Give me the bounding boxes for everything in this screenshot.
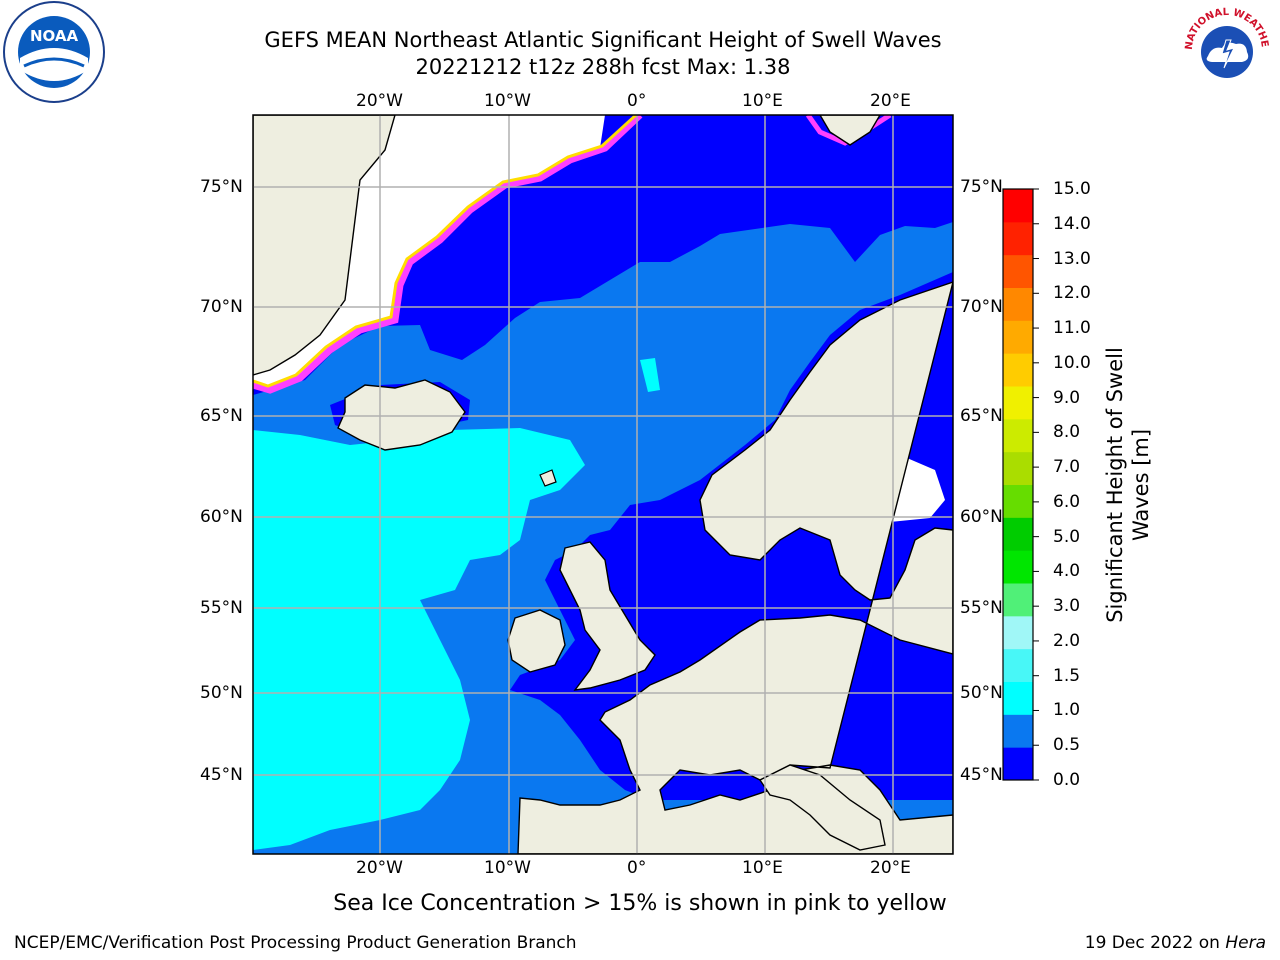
colorbar-segment xyxy=(1003,681,1033,715)
colorbar-label-line1: Significant Height of Swell xyxy=(1103,347,1127,623)
run-date-prefix: 19 Dec 2022 on xyxy=(1084,933,1226,953)
colorbar-tick-label: 1.5 xyxy=(1053,665,1081,686)
colorbar-segment xyxy=(1003,418,1033,453)
colorbar-label-line2: Waves [m] xyxy=(1129,428,1153,542)
lon-label-bottom: 20°E xyxy=(870,858,911,878)
lat-label-left: 45°N xyxy=(200,765,243,785)
land-svalbard xyxy=(819,115,881,146)
colorbar-segment xyxy=(1003,517,1033,551)
colorbar-tick-label: 3.0 xyxy=(1053,596,1081,617)
map-area xyxy=(253,115,953,854)
colorbar-tick-label: 15.0 xyxy=(1053,179,1091,199)
colorbar-label: Significant Height of Swell Waves [m] xyxy=(1102,347,1154,623)
run-date: 19 Dec 2022 on Hera xyxy=(1085,933,1266,953)
land-great-britain xyxy=(559,541,656,691)
colorbar-segment xyxy=(1003,714,1033,748)
sea-ice-caption: Sea Ice Concentration > 15% is shown in … xyxy=(333,891,947,916)
colorbar-tick-label: 4.0 xyxy=(1053,561,1081,582)
lon-label-bottom: 10°W xyxy=(484,858,531,878)
colorbar-segment xyxy=(1003,386,1033,420)
lat-label-left: 75°N xyxy=(200,177,243,197)
lon-label-bottom: 10°E xyxy=(742,858,783,878)
lat-label-right: 45°N xyxy=(960,765,1003,785)
swell-band-10-15 xyxy=(253,428,585,850)
chart-subtitle: 20221212 t12z 288h fcst Max: 1.38 xyxy=(415,55,791,79)
credit-text: NCEP/EMC/Verification Post Processing Pr… xyxy=(14,933,577,953)
land-greenland xyxy=(253,115,396,376)
sea-ice-edge xyxy=(253,115,638,388)
lat-label-left: 55°N xyxy=(200,598,243,618)
colorbar-segment xyxy=(1003,583,1033,617)
colorbar-segment xyxy=(1003,254,1033,288)
colorbar-segment xyxy=(1003,320,1033,354)
lat-label-right: 75°N xyxy=(960,177,1003,197)
lon-label-top: 10°E xyxy=(742,91,783,111)
swell-band-10-15 xyxy=(640,358,660,392)
lat-label-right: 60°N xyxy=(960,507,1003,527)
colorbar-segment xyxy=(1003,615,1033,650)
lat-label-left: 65°N xyxy=(200,406,243,426)
sea-ice-edge xyxy=(253,115,643,394)
colorbar-segment xyxy=(1003,353,1033,387)
lat-label-right: 65°N xyxy=(960,406,1003,426)
colorbar-segment xyxy=(1003,550,1033,584)
colorbar-tick-label: 5.0 xyxy=(1053,526,1081,547)
chart-title: GEFS MEAN Northeast Atlantic Significant… xyxy=(264,28,942,52)
colorbar-tick-label: 11.0 xyxy=(1053,318,1091,339)
run-date-host: Hera xyxy=(1225,933,1266,953)
colorbar-tick-label: 0.0 xyxy=(1053,770,1081,790)
land-ireland xyxy=(507,609,566,673)
colorbar-tick-label: 14.0 xyxy=(1053,213,1091,234)
land-italy xyxy=(758,764,886,851)
lon-label-top: 10°W xyxy=(484,91,531,111)
lon-label-top: 20°E xyxy=(870,91,911,111)
noaa-logo-text: NOAA xyxy=(30,27,79,45)
map-frame xyxy=(252,114,954,855)
lon-label-bottom: 0° xyxy=(627,858,647,878)
colorbar-segment xyxy=(1003,287,1033,321)
colorbar-tick-label: 9.0 xyxy=(1053,387,1081,408)
colorbar-segment xyxy=(1003,747,1033,781)
lon-label-top: 0° xyxy=(627,91,647,111)
colorbar-tick-label: 2.0 xyxy=(1053,630,1081,651)
sea-ice-edge xyxy=(805,115,892,146)
colorbar-tick-label: 8.0 xyxy=(1053,422,1081,443)
lat-label-right: 70°N xyxy=(960,297,1003,317)
lon-label-top: 20°W xyxy=(356,91,403,111)
colorbar-tick-label: 1.0 xyxy=(1053,700,1081,721)
colorbar-segment xyxy=(1003,484,1033,518)
land-faroe xyxy=(539,469,557,487)
graticule xyxy=(253,115,953,854)
colorbar-tick-label: 0.5 xyxy=(1053,735,1081,756)
colorbar-tick-label: 7.0 xyxy=(1053,457,1081,478)
lat-label-left: 60°N xyxy=(200,507,243,527)
lat-label-right: 50°N xyxy=(960,683,1003,703)
colorbar-segment xyxy=(1003,451,1033,485)
colorbar-segment xyxy=(1003,221,1033,256)
colorbar-tick-label: 13.0 xyxy=(1053,248,1091,269)
lat-label-left: 70°N xyxy=(200,297,243,317)
land-iceland xyxy=(337,379,466,451)
colorbar xyxy=(1003,188,1039,781)
colorbar-segment xyxy=(1003,648,1033,682)
lat-label-left: 50°N xyxy=(200,683,243,703)
noaa-logo: NOAA xyxy=(2,0,106,104)
colorbar-segment xyxy=(1003,189,1033,223)
colorbar-tick-label: 10.0 xyxy=(1053,352,1091,373)
colorbar-tick-label: 6.0 xyxy=(1053,491,1081,512)
colorbar-tick-label: 12.0 xyxy=(1053,283,1091,304)
land-europe xyxy=(517,281,953,854)
colorbar-frame xyxy=(1002,188,1034,781)
nws-logo: NATIONAL WEATHER SERVICE xyxy=(1172,0,1278,100)
lon-label-bottom: 20°W xyxy=(356,858,403,878)
lat-label-right: 55°N xyxy=(960,598,1003,618)
